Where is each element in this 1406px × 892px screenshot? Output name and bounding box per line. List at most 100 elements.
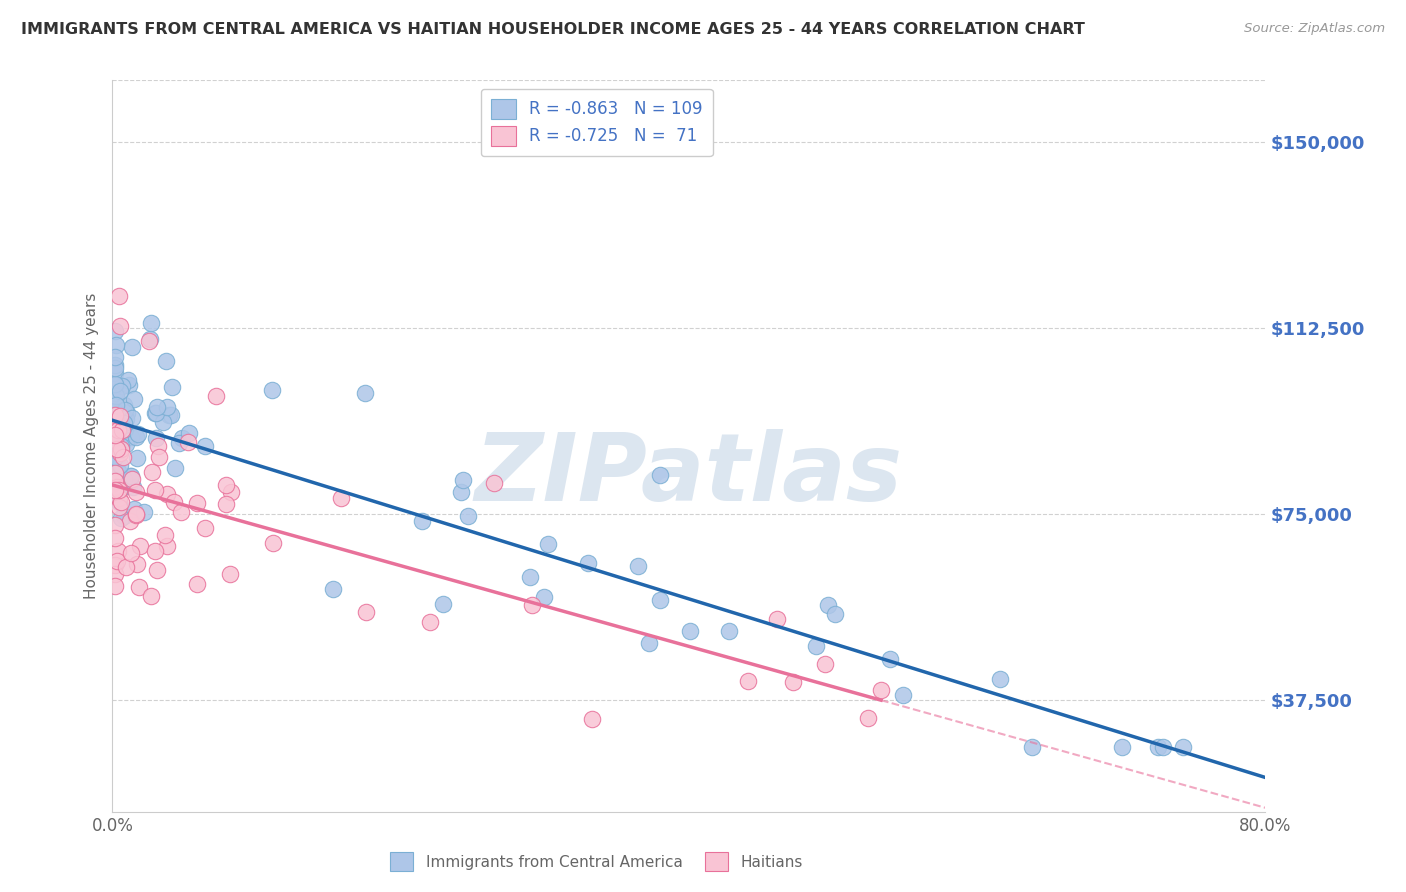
Point	[1147, 740, 1170, 755]
Point	[194, 439, 217, 453]
Point	[354, 605, 377, 619]
Point	[450, 485, 472, 500]
Point	[153, 527, 176, 541]
Point	[170, 431, 193, 445]
Legend: Immigrants from Central America, Haitians: Immigrants from Central America, Haitian…	[384, 847, 808, 877]
Point	[111, 429, 134, 443]
Point	[104, 358, 127, 372]
Point	[138, 334, 160, 348]
Point	[813, 657, 835, 671]
Point	[107, 423, 129, 437]
Point	[648, 468, 671, 483]
Point	[104, 450, 127, 464]
Point	[576, 557, 599, 571]
Point	[717, 624, 740, 639]
Point	[156, 487, 179, 501]
Point	[627, 559, 650, 574]
Point	[104, 471, 127, 485]
Point	[104, 406, 127, 420]
Point	[108, 384, 131, 398]
Point	[156, 540, 179, 554]
Point	[125, 430, 148, 444]
Point	[121, 472, 143, 486]
Point	[122, 480, 145, 494]
Point	[127, 427, 149, 442]
Point	[520, 598, 543, 612]
Point	[824, 607, 846, 622]
Point	[105, 337, 128, 351]
Text: ZIPatlas: ZIPatlas	[475, 429, 903, 521]
Point	[988, 672, 1011, 686]
Point	[650, 592, 672, 607]
Point	[533, 590, 555, 604]
Point	[104, 567, 127, 582]
Point	[125, 450, 148, 465]
Point	[118, 378, 141, 392]
Point	[110, 442, 132, 457]
Point	[107, 289, 129, 303]
Point	[870, 682, 893, 697]
Point	[1152, 740, 1174, 755]
Point	[145, 400, 167, 414]
Point	[127, 557, 149, 571]
Point	[104, 475, 127, 489]
Point	[146, 439, 169, 453]
Point	[638, 635, 661, 649]
Point	[104, 367, 127, 381]
Text: Source: ZipAtlas.com: Source: ZipAtlas.com	[1244, 22, 1385, 36]
Point	[782, 674, 804, 689]
Point	[177, 434, 200, 449]
Point	[108, 479, 131, 493]
Point	[804, 640, 827, 654]
Point	[111, 428, 134, 442]
Point	[104, 579, 127, 593]
Point	[104, 398, 127, 412]
Point	[114, 403, 136, 417]
Point	[214, 497, 236, 511]
Point	[145, 406, 167, 420]
Point	[1173, 740, 1195, 755]
Point	[104, 429, 127, 443]
Point	[110, 446, 132, 460]
Point	[262, 536, 284, 550]
Point	[121, 411, 143, 425]
Point	[112, 416, 135, 430]
Point	[104, 483, 127, 497]
Point	[152, 415, 174, 429]
Point	[194, 521, 217, 535]
Point	[156, 400, 179, 414]
Point	[148, 450, 170, 465]
Point	[121, 340, 143, 354]
Point	[451, 473, 474, 487]
Point	[104, 517, 127, 532]
Point	[219, 566, 242, 581]
Point	[104, 403, 127, 417]
Point	[111, 424, 134, 438]
Point	[107, 464, 129, 478]
Point	[354, 385, 377, 400]
Point	[122, 501, 145, 516]
Point	[177, 425, 200, 440]
Point	[104, 435, 127, 450]
Point	[139, 317, 162, 331]
Point	[108, 442, 131, 456]
Point	[114, 437, 136, 451]
Point	[141, 465, 163, 479]
Point	[104, 467, 127, 481]
Point	[104, 377, 127, 392]
Point	[105, 454, 128, 468]
Point	[114, 422, 136, 436]
Point	[322, 582, 344, 596]
Point	[120, 430, 142, 444]
Point	[214, 478, 236, 492]
Text: IMMIGRANTS FROM CENTRAL AMERICA VS HAITIAN HOUSEHOLDER INCOME AGES 25 - 44 YEARS: IMMIGRANTS FROM CENTRAL AMERICA VS HAITI…	[21, 22, 1085, 37]
Point	[139, 589, 162, 603]
Point	[737, 673, 759, 688]
Point	[104, 324, 127, 338]
Point	[125, 485, 148, 500]
Point	[162, 380, 184, 394]
Point	[104, 421, 127, 435]
Point	[159, 408, 181, 422]
Point	[891, 688, 914, 702]
Point	[163, 461, 186, 475]
